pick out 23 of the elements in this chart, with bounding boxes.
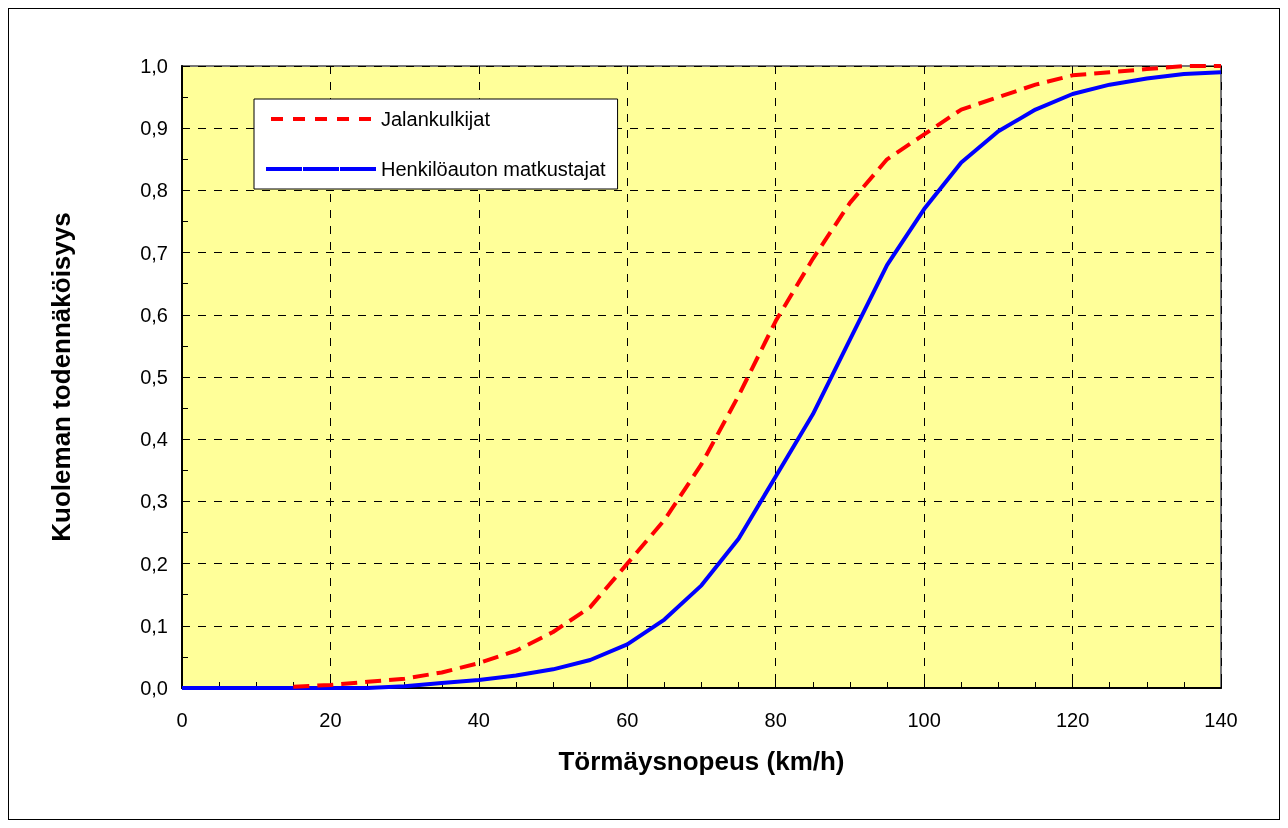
x-tick-label: 140	[1204, 709, 1238, 731]
x-tick-label: 40	[467, 709, 490, 731]
y-tick-label: 0,3	[140, 490, 168, 513]
y-tick-label: 0,1	[140, 614, 168, 637]
x-tick-label: 60	[616, 709, 639, 731]
y-tick-label: 0,0	[140, 677, 168, 699]
y-tick-label: 0,6	[140, 303, 168, 326]
x-tick-label: 100	[907, 709, 941, 731]
legend-label: Henkilöauton matkustajat	[381, 158, 607, 180]
y-tick-label: 0,5	[140, 366, 168, 388]
y-tick-label: 0,4	[140, 428, 168, 451]
y-tick-label: 1,0	[140, 55, 168, 77]
y-axis-title: Kuoleman todennäköisyys	[46, 212, 76, 542]
x-axis-title: Törmäysnopeus (km/h)	[558, 746, 845, 776]
x-tick-label: 120	[1055, 709, 1090, 731]
x-tick-label: 0	[176, 709, 188, 731]
y-tick-label: 0,9	[140, 117, 168, 140]
legend-label: Jalankulkijat	[381, 108, 491, 130]
x-tick-label: 80	[764, 709, 787, 731]
x-tick-label: 20	[319, 709, 342, 731]
y-tick-label: 0,7	[140, 241, 168, 264]
y-tick-label: 0,2	[140, 552, 168, 575]
y-tick-label: 0,8	[140, 179, 168, 202]
